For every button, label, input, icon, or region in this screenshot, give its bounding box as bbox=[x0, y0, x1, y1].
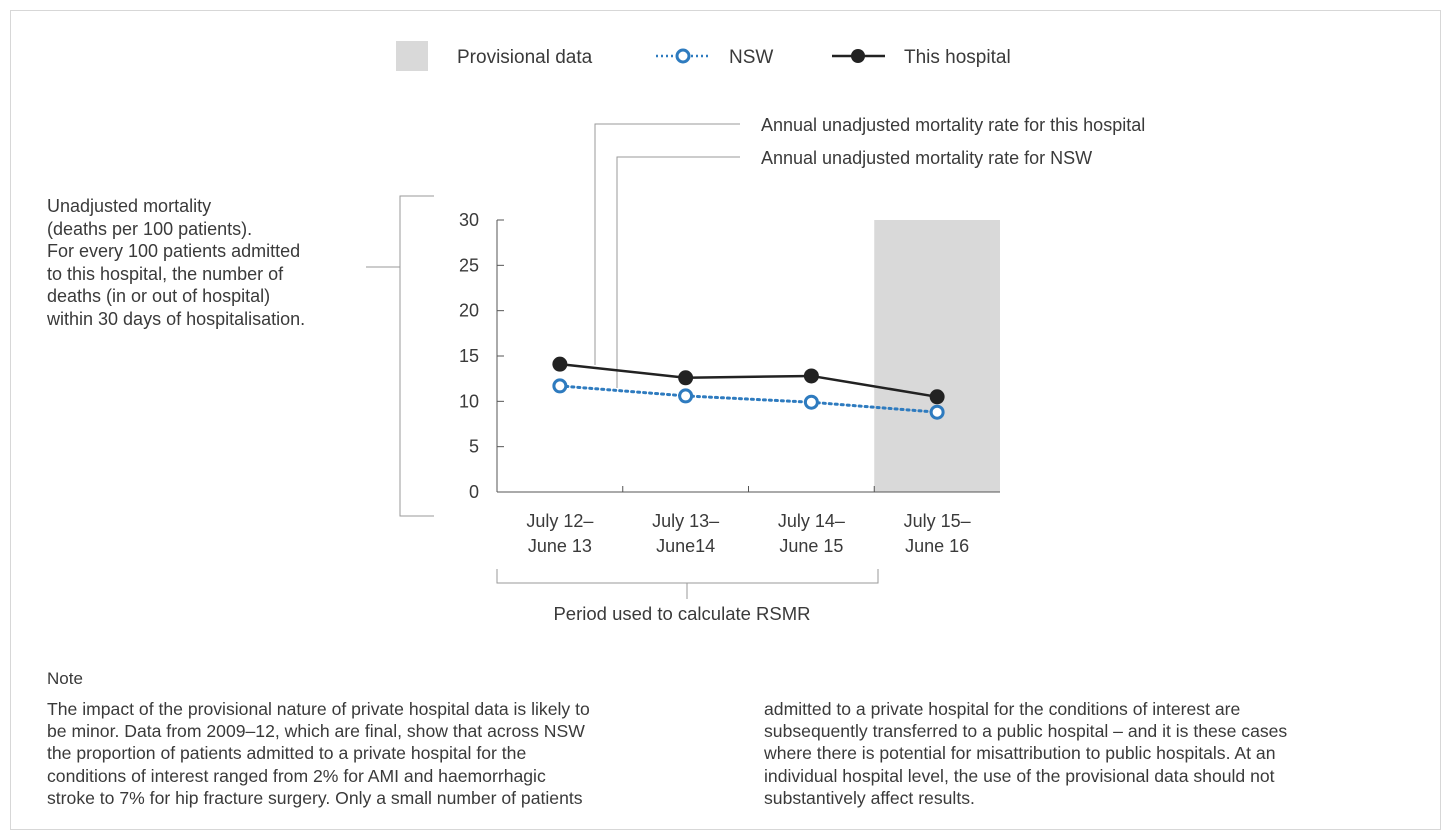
note-line: admitted to a private hospital for the c… bbox=[764, 699, 1241, 719]
nsw-series-line bbox=[558, 384, 939, 414]
legend-provisional-swatch bbox=[396, 41, 428, 71]
y-tick-label: 0 bbox=[469, 482, 479, 502]
note-line: substantively affect results. bbox=[764, 787, 975, 808]
y-tick-label: 5 bbox=[469, 437, 479, 457]
hospital-series-line bbox=[559, 362, 938, 399]
note-line: conditions of interest ranged from 2% fo… bbox=[47, 765, 546, 786]
legend-hospital-marker bbox=[851, 49, 865, 63]
y-axis-description: Unadjusted mortality (deaths per 100 pat… bbox=[47, 195, 357, 330]
legend-nsw-label: NSW bbox=[729, 47, 773, 68]
rsmr-period-label: Period used to calculate RSMR bbox=[553, 603, 810, 624]
note-line: individual hospital level, the use of th… bbox=[764, 765, 1275, 786]
nsw-point bbox=[678, 388, 694, 404]
y-axis-description-line: For every 100 patients admitted bbox=[47, 241, 301, 261]
callouts: Annual unadjusted mortality rate for thi… bbox=[366, 115, 1145, 624]
y-axis-description-line: within 30 days of hospitalisation. bbox=[47, 308, 306, 329]
y-tick-label: 25 bbox=[459, 255, 479, 275]
note-title: Note bbox=[47, 669, 83, 688]
y-tick-label: 10 bbox=[459, 391, 479, 411]
nsw-callout-label: Annual unadjusted mortality rate for NSW bbox=[761, 148, 1092, 168]
nsw-point bbox=[803, 394, 819, 410]
y-axis-description-line: Unadjusted mortality bbox=[47, 196, 212, 216]
legend-nsw-marker bbox=[675, 48, 691, 64]
note-left-column: The impact of the provisional nature of … bbox=[47, 698, 590, 809]
nsw-point bbox=[929, 404, 945, 420]
x-tick-label: June14 bbox=[656, 536, 715, 556]
y-tick-label: 20 bbox=[459, 301, 479, 321]
legend-hospital-label: This hospital bbox=[904, 47, 1011, 68]
plot-area: 0 5 10 15 20 25 30 July 12– June 13 July 13– June1… bbox=[459, 210, 1000, 556]
x-tick-label: July 13– bbox=[652, 511, 719, 531]
note-line: stroke to 7% for hip fracture surgery. O… bbox=[47, 787, 583, 808]
y-tick-label: 30 bbox=[459, 210, 479, 230]
hospital-point bbox=[803, 368, 819, 384]
y-tick-label: 15 bbox=[459, 346, 479, 366]
note-line: where there is potential for misattribut… bbox=[764, 743, 1276, 764]
y-axis-description-line: deaths (in or out of hospital) bbox=[47, 286, 271, 306]
x-tick-label: June 15 bbox=[779, 536, 843, 556]
y-axis-bracket bbox=[399, 195, 434, 517]
nsw-point bbox=[552, 378, 568, 394]
y-axis-description-line: (deaths per 100 patients). bbox=[47, 218, 253, 239]
x-tick-label: July 12– bbox=[526, 511, 593, 531]
hospital-callout-line bbox=[594, 123, 740, 365]
x-tick-label: June 13 bbox=[528, 536, 592, 556]
provisional-band bbox=[874, 220, 1000, 492]
note-line: be minor. Data from 2009–12, which are f… bbox=[47, 721, 585, 742]
figure-frame bbox=[10, 10, 1441, 830]
note-line: The impact of the provisional nature of … bbox=[47, 699, 590, 719]
rsmr-period-bracket bbox=[496, 569, 879, 584]
note-line: subsequently transferred to a public hos… bbox=[764, 721, 1288, 742]
legend-provisional-label: Provisional data bbox=[457, 47, 593, 68]
x-tick-label: July 15– bbox=[904, 511, 971, 531]
x-tick-label: June 16 bbox=[905, 536, 969, 556]
note-line: the proportion of patients admitted to a… bbox=[47, 743, 527, 764]
hospital-point bbox=[678, 370, 694, 386]
note-right-column: admitted to a private hospital for the c… bbox=[764, 698, 1287, 809]
hospital-callout-label: Annual unadjusted mortality rate for thi… bbox=[761, 115, 1145, 135]
hospital-point bbox=[929, 389, 945, 405]
hospital-point bbox=[552, 356, 568, 372]
x-tick-label: July 14– bbox=[778, 511, 845, 531]
legend: Provisional data NSW This hospital bbox=[396, 41, 1011, 71]
y-axis-description-line: to this hospital, the number of bbox=[47, 263, 284, 284]
nsw-callout-line bbox=[616, 156, 740, 388]
